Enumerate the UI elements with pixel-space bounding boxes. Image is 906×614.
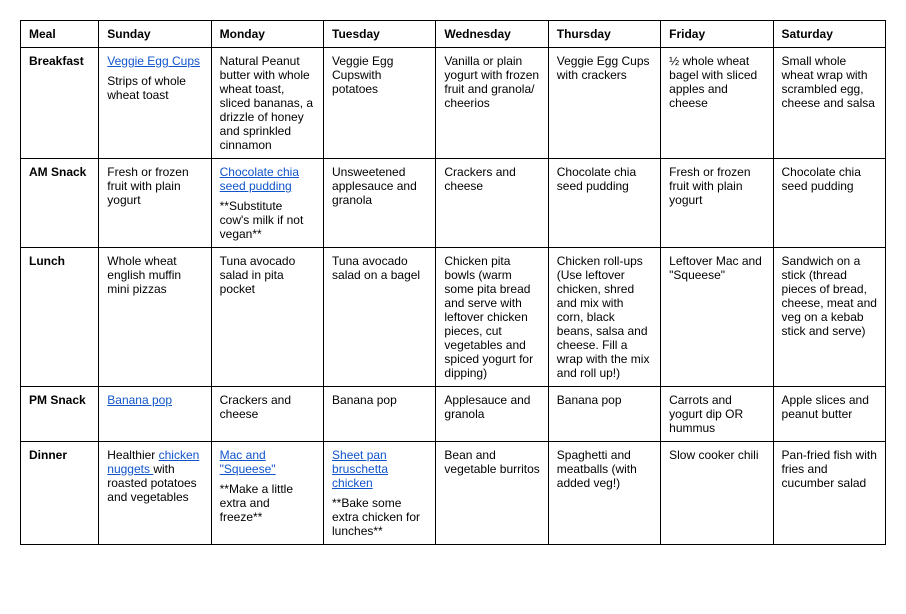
col-header-day: Monday (211, 21, 323, 48)
recipe-link[interactable]: Chocolate chia seed pudding (220, 165, 299, 193)
table-row: Breakfast Veggie Egg Cups Strips of whole … (21, 48, 886, 159)
cell-text: **Make a little extra and freeze** (220, 482, 293, 524)
col-header-day: Wednesday (436, 21, 548, 48)
col-header-meal: Meal (21, 21, 99, 48)
row-header: Breakfast (21, 48, 99, 159)
cell-text: Fresh or frozen fruit with plain yogurt (107, 165, 188, 207)
meal-cell: Slow cooker chili (661, 442, 773, 545)
meal-cell: Banana pop (324, 387, 436, 442)
cell-text: Small whole wheat wrap with scrambled eg… (782, 54, 875, 110)
cell-text: Chocolate chia seed pudding (782, 165, 861, 193)
recipe-link[interactable]: Banana pop (107, 393, 172, 407)
header-row: MealSundayMondayTuesdayWednesdayThursday… (21, 21, 886, 48)
cell-text: Tuna avocado salad in pita pocket (220, 254, 296, 296)
meal-cell: Tuna avocado salad in pita pocket (211, 248, 323, 387)
col-header-day: Saturday (773, 21, 885, 48)
row-header: Dinner (21, 442, 99, 545)
meal-cell: Small whole wheat wrap with scrambled eg… (773, 48, 885, 159)
meal-cell: Veggie Egg Cupswith potatoes (324, 48, 436, 159)
meal-cell: Natural Peanut butter with whole wheat t… (211, 48, 323, 159)
meal-cell: Sandwich on a stick (thread pieces of br… (773, 248, 885, 387)
cell-text: Banana pop (332, 393, 397, 407)
cell-text: Banana pop (557, 393, 622, 407)
cell-text: Leftover Mac and "Squeese" (669, 254, 762, 282)
meal-cell: Chicken roll-ups (Use leftover chicken, … (548, 248, 660, 387)
cell-text: Spaghetti and meatballs (with added veg!… (557, 448, 637, 490)
cell-text: Apple slices and peanut butter (782, 393, 869, 421)
meal-cell: Leftover Mac and "Squeese" (661, 248, 773, 387)
cell-text: Pan-fried fish with fries and cucumber s… (782, 448, 877, 490)
cell-text: Carrots and yogurt dip OR hummus (669, 393, 743, 435)
meal-cell: Applesauce and granola (436, 387, 548, 442)
cell-text: Bean and vegetable burritos (444, 448, 539, 476)
table-row: AM SnackFresh or frozen fruit with plain… (21, 159, 886, 248)
col-header-day: Thursday (548, 21, 660, 48)
table-body: Breakfast Veggie Egg Cups Strips of whole … (21, 48, 886, 545)
cell-text: Chocolate chia seed pudding (557, 165, 636, 193)
meal-cell: Chocolate chia seed pudding **Substitute … (211, 159, 323, 248)
recipe-link[interactable]: Mac and "Squeese" (220, 448, 276, 476)
row-header: Lunch (21, 248, 99, 387)
meal-cell: Chocolate chia seed pudding (773, 159, 885, 248)
cell-text: Slow cooker chili (669, 448, 758, 462)
cell-text: Applesauce and granola (444, 393, 530, 421)
col-header-day: Sunday (99, 21, 211, 48)
meal-cell: Fresh or frozen fruit with plain yogurt (661, 159, 773, 248)
cell-text: Chicken pita bowls (warm some pita bread… (444, 254, 533, 380)
cell-text: Healthier (107, 448, 158, 462)
cell-text: Crackers and cheese (220, 393, 291, 421)
meal-cell: Banana pop (99, 387, 211, 442)
cell-text: Fresh or frozen fruit with plain yogurt (669, 165, 750, 207)
cell-text: Whole wheat english muffin mini pizzas (107, 254, 181, 296)
table-row: PM Snack Banana pop Crackers and cheese Ban… (21, 387, 886, 442)
meal-cell: Vanilla or plain yogurt with frozen frui… (436, 48, 548, 159)
meal-cell: Sheet pan bruschetta chicken **Bake some … (324, 442, 436, 545)
meal-cell: Tuna avocado salad on a bagel (324, 248, 436, 387)
meal-cell: ½ whole wheat bagel with sliced apples a… (661, 48, 773, 159)
cell-text: Vanilla or plain yogurt with frozen frui… (444, 54, 539, 110)
cell-text: Veggie Egg Cups with crackers (557, 54, 650, 82)
meal-cell: Spaghetti and meatballs (with added veg!… (548, 442, 660, 545)
recipe-link[interactable]: Veggie Egg Cups (107, 54, 200, 68)
meal-cell: Carrots and yogurt dip OR hummus (661, 387, 773, 442)
meal-cell: Pan-fried fish with fries and cucumber s… (773, 442, 885, 545)
table-row: DinnerHealthier chicken nuggets with roa… (21, 442, 886, 545)
cell-text: ½ whole wheat bagel with sliced apples a… (669, 54, 757, 110)
meal-cell: Crackers and cheese (211, 387, 323, 442)
row-header: AM Snack (21, 159, 99, 248)
meal-cell: Apple slices and peanut butter (773, 387, 885, 442)
table-row: LunchWhole wheat english muffin mini piz… (21, 248, 886, 387)
cell-text: Chicken roll-ups (Use leftover chicken, … (557, 254, 650, 380)
meal-cell: Chocolate chia seed pudding (548, 159, 660, 248)
meal-cell: Mac and "Squeese" **Make a little extra a… (211, 442, 323, 545)
cell-text: Sandwich on a stick (thread pieces of br… (782, 254, 877, 338)
cell-text: **Substitute cow's milk if not vegan** (220, 199, 304, 241)
col-header-day: Friday (661, 21, 773, 48)
meal-cell: Chicken pita bowls (warm some pita bread… (436, 248, 548, 387)
recipe-link[interactable]: Sheet pan bruschetta chicken (332, 448, 388, 490)
cell-text: **Bake some extra chicken for lunches** (332, 496, 420, 538)
meal-cell: Bean and vegetable burritos (436, 442, 548, 545)
cell-text: Unsweetened applesauce and granola (332, 165, 417, 207)
meal-cell: Veggie Egg Cups with crackers (548, 48, 660, 159)
row-header: PM Snack (21, 387, 99, 442)
meal-cell: Unsweetened applesauce and granola (324, 159, 436, 248)
meal-cell: Fresh or frozen fruit with plain yogurt (99, 159, 211, 248)
meal-plan-table: MealSundayMondayTuesdayWednesdayThursday… (20, 20, 886, 545)
cell-text: Strips of whole wheat toast (107, 74, 186, 102)
cell-text: Tuna avocado salad on a bagel (332, 254, 420, 282)
meal-cell: Banana pop (548, 387, 660, 442)
meal-cell: Veggie Egg Cups Strips of whole wheat toa… (99, 48, 211, 159)
meal-cell: Whole wheat english muffin mini pizzas (99, 248, 211, 387)
cell-text: Crackers and cheese (444, 165, 515, 193)
meal-cell: Healthier chicken nuggets with roasted p… (99, 442, 211, 545)
meal-cell: Crackers and cheese (436, 159, 548, 248)
cell-text: Natural Peanut butter with whole wheat t… (220, 54, 313, 152)
col-header-day: Tuesday (324, 21, 436, 48)
